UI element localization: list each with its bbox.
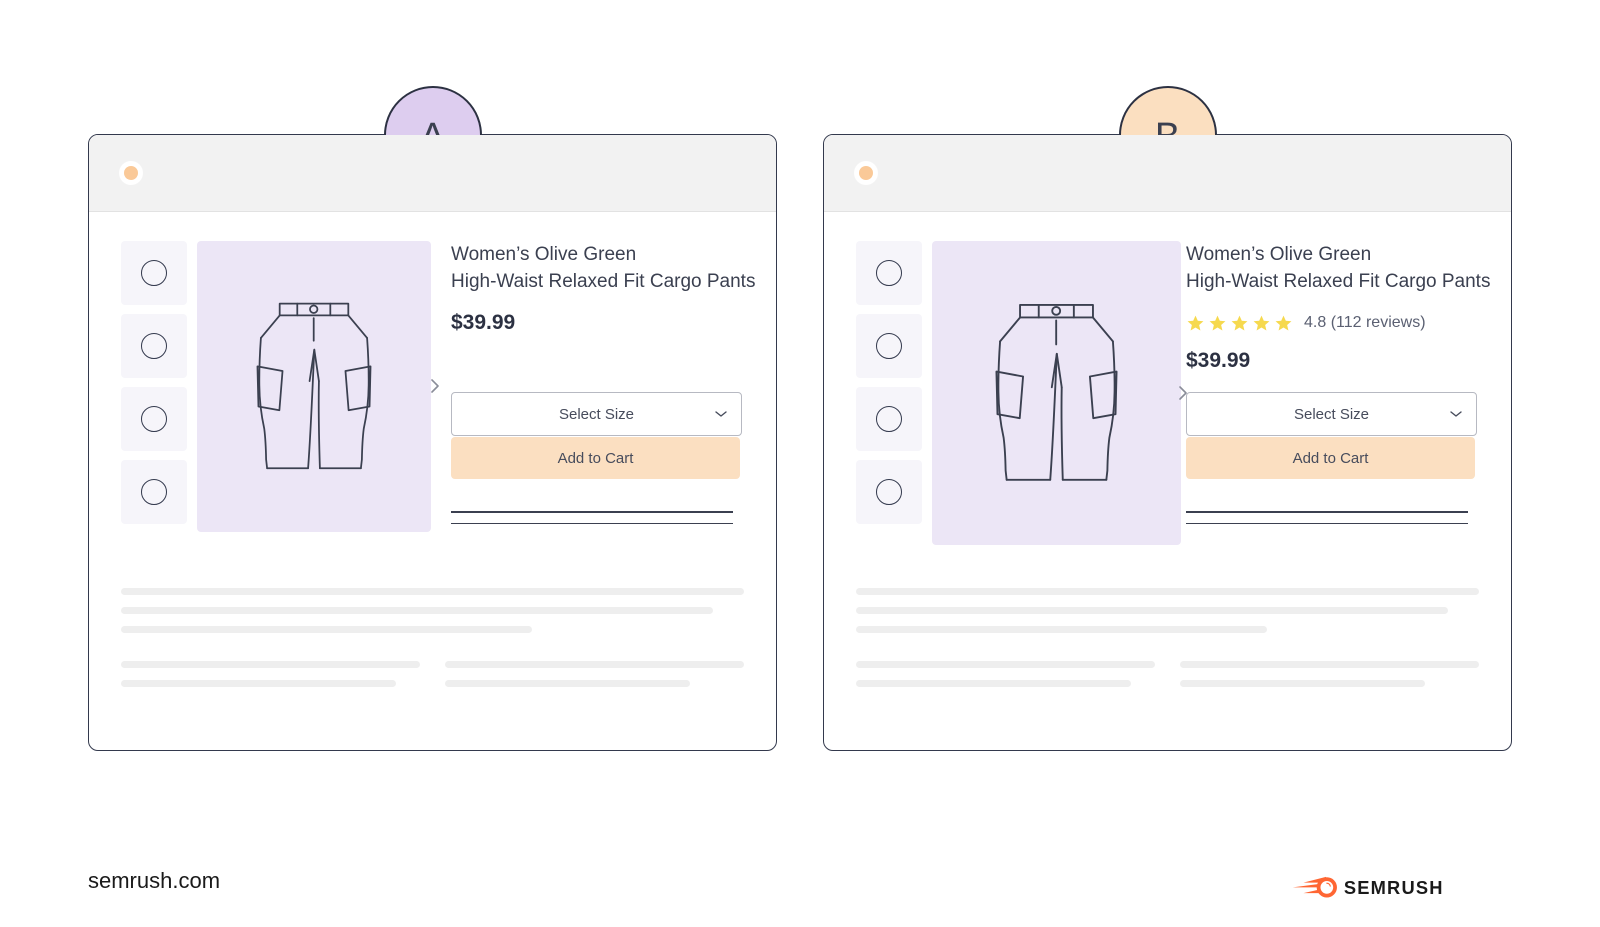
svg-text:SEMRUSH: SEMRUSH [1344,877,1444,898]
